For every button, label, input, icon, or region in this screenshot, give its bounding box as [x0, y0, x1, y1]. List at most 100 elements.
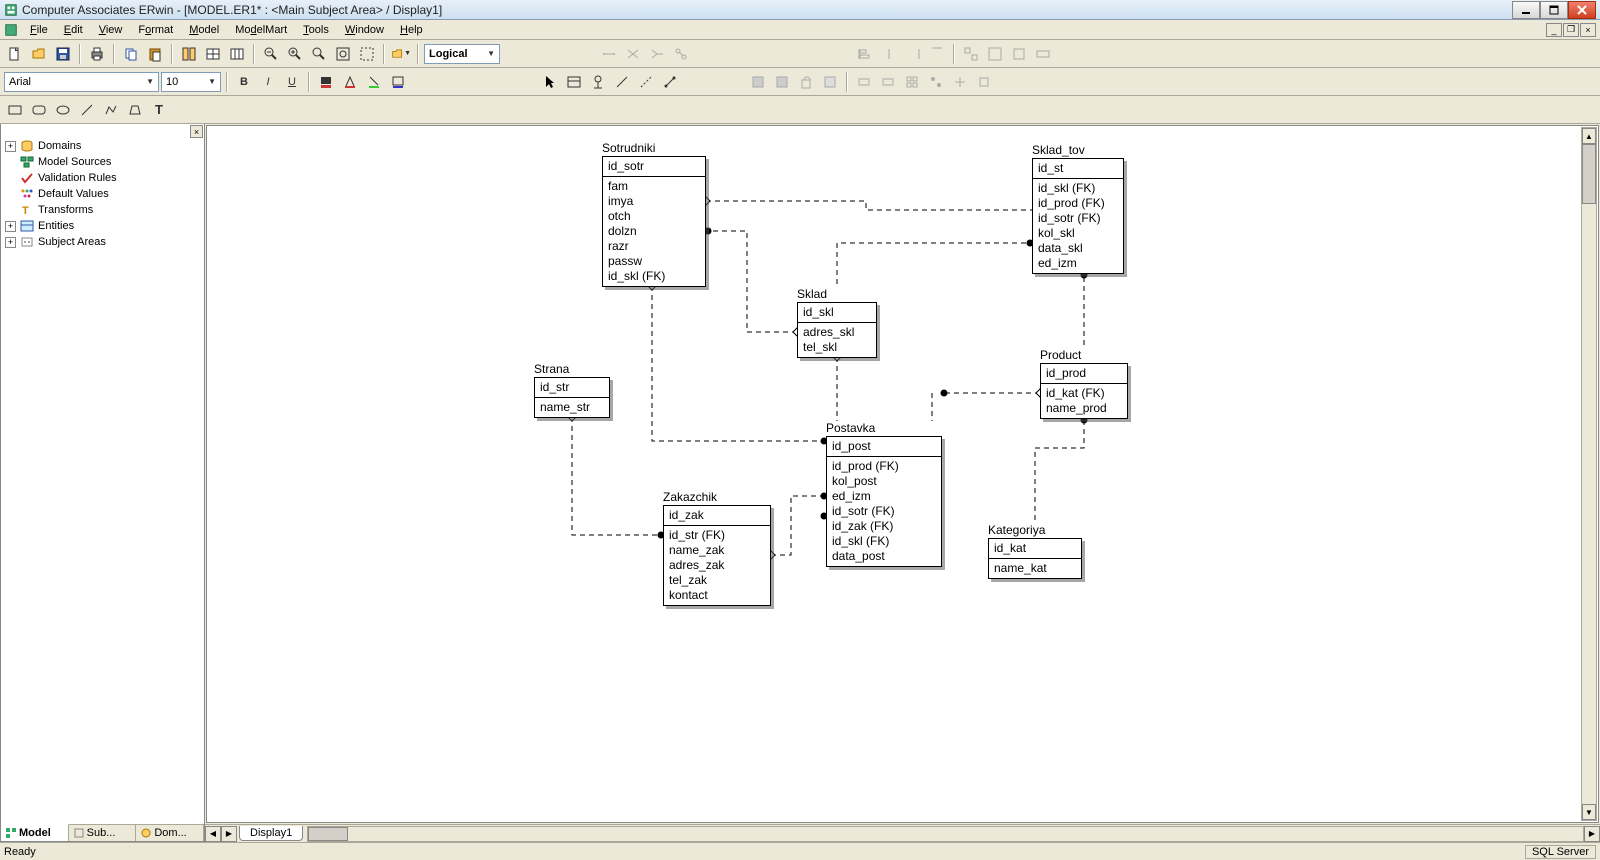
- hscroll-thumb[interactable]: [308, 827, 348, 841]
- entity-attr: name_zak: [669, 543, 765, 558]
- zoom-in-button[interactable]: [284, 43, 306, 65]
- entity-zakazchik[interactable]: Zakazchikid_zakid_str (FK)name_zakadres_…: [663, 490, 771, 606]
- entity-pk-attr: id_sotr: [608, 159, 700, 174]
- tree-expand-icon[interactable]: +: [5, 221, 16, 232]
- vscroll-up[interactable]: ▲: [1582, 128, 1596, 144]
- entity-attr: fam: [608, 179, 700, 194]
- fontsize-combo[interactable]: 10 ▼: [161, 72, 221, 92]
- line-tool[interactable]: [76, 99, 98, 121]
- menu-tools[interactable]: Tools: [295, 22, 337, 38]
- display-tab[interactable]: Display1: [239, 826, 303, 841]
- sidebar-tab-domains[interactable]: Dom...: [136, 825, 204, 841]
- ellipse-tool[interactable]: [52, 99, 74, 121]
- sidebar-close-button[interactable]: ×: [190, 125, 203, 138]
- print-button[interactable]: [86, 43, 108, 65]
- doc-icon: [4, 23, 18, 37]
- polyline-tool[interactable]: [100, 99, 122, 121]
- entity-strana[interactable]: Stranaid_strname_str: [534, 362, 610, 418]
- find-button[interactable]: [178, 43, 200, 65]
- color3-button[interactable]: [363, 71, 385, 93]
- goto-button[interactable]: [202, 43, 224, 65]
- menu-format[interactable]: Format: [130, 22, 181, 38]
- tab-scroll-right[interactable]: ▶: [221, 826, 237, 842]
- zoom-out-button[interactable]: [260, 43, 282, 65]
- tree-item-model-sources[interactable]: Model Sources: [5, 154, 200, 170]
- menu-view[interactable]: View: [91, 22, 131, 38]
- tree-item-entities[interactable]: +Entities: [5, 218, 200, 234]
- roundrect-tool[interactable]: [28, 99, 50, 121]
- color2-button[interactable]: [339, 71, 361, 93]
- color1-button[interactable]: [315, 71, 337, 93]
- manytomany-rel-button[interactable]: [659, 71, 681, 93]
- text-tool[interactable]: T: [148, 99, 170, 121]
- tree-icon: [19, 219, 35, 233]
- pointer-button[interactable]: [539, 71, 561, 93]
- tree-item-transforms[interactable]: TTransforms: [5, 202, 200, 218]
- subtype-button[interactable]: [587, 71, 609, 93]
- zoom-fit-button[interactable]: [308, 43, 330, 65]
- sidebar-tab-model[interactable]: Model: [1, 824, 69, 841]
- tree-item-validation-rules[interactable]: Validation Rules: [5, 170, 200, 186]
- diagram-canvas[interactable]: ▲ ▼ Sotrudnikiid_sotrfamimyaotchdolznraz…: [206, 125, 1599, 823]
- entity-kategoriya[interactable]: Kategoriyaid_katname_kat: [988, 523, 1082, 579]
- tree-expand-icon[interactable]: +: [5, 141, 16, 152]
- polygon-tool[interactable]: [124, 99, 146, 121]
- menu-modelmart[interactable]: ModelMart: [227, 22, 295, 38]
- entity-tool-button[interactable]: [563, 71, 585, 93]
- paste-button[interactable]: [144, 43, 166, 65]
- menu-window[interactable]: Window: [337, 22, 392, 38]
- new-button[interactable]: [4, 43, 26, 65]
- rect-tool[interactable]: [4, 99, 26, 121]
- entity-sklad[interactable]: Skladid_skladres_skltel_skl: [797, 287, 877, 358]
- hscroll-right[interactable]: ▶: [1584, 826, 1600, 842]
- tree-expand-icon[interactable]: +: [5, 237, 16, 248]
- entity-product[interactable]: Productid_prodid_kat (FK)name_prod: [1040, 348, 1128, 419]
- folder-button[interactable]: ▼: [390, 43, 412, 65]
- menu-file[interactable]: File: [22, 22, 56, 38]
- entity-sotrudniki[interactable]: Sotrudnikiid_sotrfamimyaotchdolznrazrpas…: [602, 141, 706, 287]
- entity-postavka[interactable]: Postavkaid_postid_prod (FK)kol_posted_iz…: [826, 421, 942, 567]
- mdi-minimize[interactable]: _: [1546, 23, 1562, 37]
- color4-button[interactable]: [387, 71, 409, 93]
- rel3-button: [646, 43, 668, 65]
- canvas-v-scrollbar[interactable]: ▲ ▼: [1581, 127, 1597, 821]
- tree-item-subject-areas[interactable]: +Subject Areas: [5, 234, 200, 250]
- copy-button[interactable]: [120, 43, 142, 65]
- grid-button[interactable]: [226, 43, 248, 65]
- underline-button[interactable]: U: [281, 71, 303, 93]
- maximize-button[interactable]: [1540, 1, 1568, 19]
- font-combo[interactable]: Arial ▼: [4, 72, 159, 92]
- group4-button: [1032, 43, 1054, 65]
- close-button[interactable]: [1568, 1, 1596, 19]
- vscroll-down[interactable]: ▼: [1582, 804, 1596, 820]
- canvas-h-scrollbar[interactable]: [307, 826, 1584, 842]
- tree-item-domains[interactable]: +Domains: [5, 138, 200, 154]
- zoom-select-button[interactable]: [356, 43, 378, 65]
- mdi-controls: _ ❐ ×: [1545, 23, 1596, 37]
- tree-item-default-values[interactable]: Default Values: [5, 186, 200, 202]
- menu-edit[interactable]: Edit: [56, 22, 91, 38]
- mdi-restore[interactable]: ❐: [1563, 23, 1579, 37]
- model-type-combo[interactable]: Logical ▼: [424, 44, 500, 64]
- status-left: Ready: [4, 846, 36, 858]
- nonidentifying-rel-button[interactable]: [635, 71, 657, 93]
- sidebar: × +DomainsModel SourcesValidation RulesD…: [0, 124, 205, 842]
- save-button[interactable]: [52, 43, 74, 65]
- menu-model[interactable]: Model: [181, 22, 227, 38]
- zoom-100-button[interactable]: [332, 43, 354, 65]
- mdi-close[interactable]: ×: [1580, 23, 1596, 37]
- italic-button[interactable]: I: [257, 71, 279, 93]
- sidebar-tab-subject[interactable]: Sub...: [69, 825, 137, 841]
- tab-scroll-left[interactable]: ◀: [205, 826, 221, 842]
- mm10-button: [973, 71, 995, 93]
- rel2-button: [622, 43, 644, 65]
- minimize-button[interactable]: [1512, 1, 1540, 19]
- entity-attr: name_kat: [994, 561, 1076, 576]
- menu-help[interactable]: Help: [392, 22, 431, 38]
- mm9-button: [949, 71, 971, 93]
- entity-sklad_tov[interactable]: Sklad_tovid_stid_skl (FK)id_prod (FK)id_…: [1032, 143, 1124, 274]
- identifying-rel-button[interactable]: [611, 71, 633, 93]
- vscroll-thumb[interactable]: [1582, 144, 1596, 204]
- bold-button[interactable]: B: [233, 71, 255, 93]
- open-button[interactable]: [28, 43, 50, 65]
